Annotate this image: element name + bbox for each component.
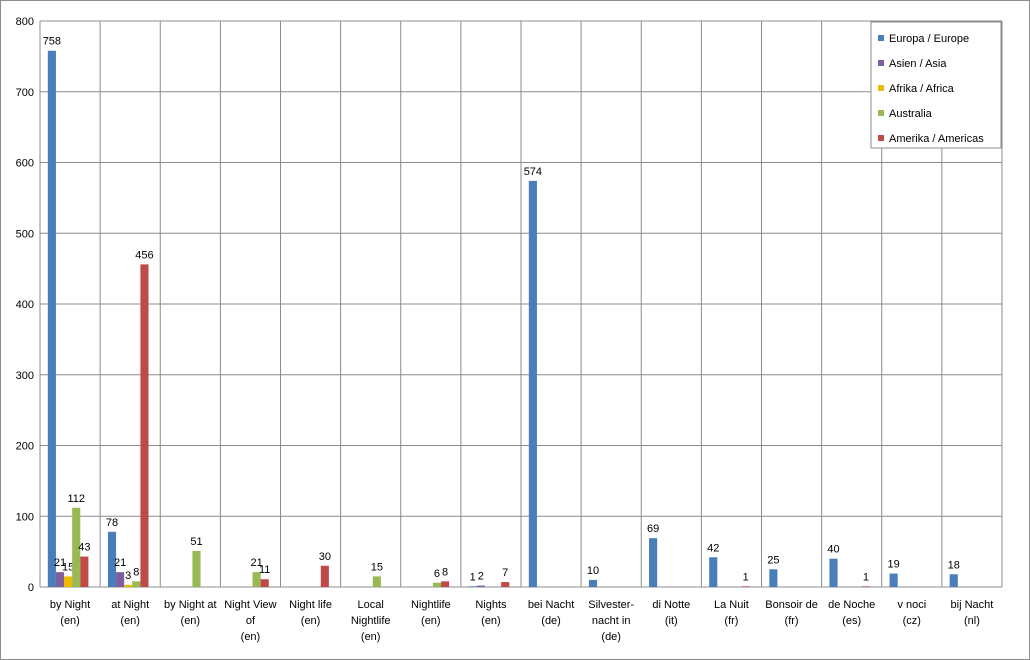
value-label: 21 — [54, 557, 66, 569]
bar — [741, 586, 750, 587]
x-tick-label: La Nuit (fr) — [714, 599, 749, 627]
y-tick-label: 600 — [16, 158, 34, 170]
bar — [80, 556, 89, 587]
y-tick-label: 300 — [16, 370, 34, 382]
value-label: 51 — [190, 536, 202, 548]
y-tick-label: 200 — [16, 441, 34, 453]
bar — [829, 558, 838, 587]
y-tick-label: 800 — [16, 16, 34, 28]
value-label: 6 — [434, 568, 440, 580]
legend-label: Asien / Asia — [889, 58, 947, 70]
x-tick-label: Bonsoir de (fr) — [765, 599, 818, 627]
bar — [107, 531, 117, 587]
value-label: 42 — [707, 542, 719, 554]
value-label: 30 — [319, 551, 331, 563]
bar — [132, 581, 141, 587]
value-label: 1 — [863, 571, 869, 583]
bar — [64, 576, 73, 587]
bar — [528, 180, 537, 587]
x-tick-label: at Night (en) — [111, 599, 149, 627]
value-label: 43 — [78, 542, 90, 554]
x-tick-label: de Noche (es) — [828, 599, 875, 627]
value-label: 25 — [767, 554, 779, 566]
value-label: 1 — [470, 571, 476, 583]
value-label: 574 — [524, 166, 542, 178]
bar — [709, 557, 718, 587]
x-tick-label: Night View of (en) — [224, 599, 276, 643]
value-label: 758 — [43, 36, 61, 48]
y-tick-label: 0 — [28, 582, 34, 594]
x-tick-label: by Night (en) — [50, 599, 90, 627]
x-tick-label: di Notte (it) — [652, 599, 690, 627]
value-label: 69 — [647, 523, 659, 535]
bar — [501, 582, 510, 587]
x-tick-label: bij Nacht (nl) — [951, 599, 994, 627]
bar — [372, 576, 381, 587]
bar — [889, 573, 898, 587]
value-label: 456 — [135, 249, 153, 261]
bar — [55, 572, 65, 587]
legend-label: Europa / Europe — [889, 33, 969, 45]
value-label: 18 — [948, 559, 960, 571]
bar — [588, 579, 598, 587]
value-label: 112 — [67, 493, 85, 505]
value-label: 2 — [478, 571, 484, 583]
bar — [432, 582, 442, 587]
bar — [320, 565, 329, 587]
value-label: 8 — [133, 566, 139, 578]
bar — [47, 50, 56, 587]
legend-label: Afrika / Africa — [889, 83, 955, 95]
x-tick-label: Nights (en) — [475, 599, 507, 627]
bar — [949, 574, 958, 587]
value-label: 19 — [887, 559, 899, 571]
bar — [649, 538, 658, 587]
value-label: 7 — [502, 567, 508, 579]
bar — [468, 586, 477, 587]
y-tick-label: 100 — [16, 511, 34, 523]
bar — [124, 584, 133, 587]
bar — [140, 264, 149, 587]
legend-swatch — [878, 110, 884, 116]
legend-swatch — [878, 85, 884, 91]
value-label: 15 — [62, 561, 74, 573]
value-label: 21 — [114, 557, 126, 569]
bar — [476, 585, 485, 587]
x-tick-label: Night life (en) — [289, 599, 332, 627]
bar — [260, 579, 269, 587]
legend-swatch — [878, 35, 884, 41]
x-tick-label: by Night at (en) — [164, 599, 217, 627]
value-label: 78 — [106, 517, 118, 529]
y-tick-label: 500 — [16, 228, 34, 240]
x-tick-label: Local Nightlife (en) — [351, 599, 391, 643]
bar — [116, 572, 125, 587]
bar — [72, 507, 81, 587]
y-tick-label: 400 — [16, 299, 34, 311]
y-tick-label: 700 — [16, 87, 34, 99]
x-tick-label: v noci (cz) — [897, 599, 926, 627]
bar — [192, 550, 201, 587]
value-label: 3 — [125, 570, 131, 582]
legend-swatch — [878, 60, 884, 66]
value-label: 10 — [587, 565, 599, 577]
bar — [861, 586, 871, 587]
x-tick-label: bei Nacht (de) — [528, 599, 574, 627]
x-tick-label: Nightlife (en) — [411, 599, 451, 627]
bar — [252, 572, 261, 587]
value-label: 11 — [259, 564, 270, 576]
legend-swatch — [878, 135, 884, 141]
x-tick-label: Silvester-nacht in (de) — [588, 599, 634, 643]
value-label: 21 — [250, 557, 262, 569]
bar — [769, 569, 778, 587]
value-label: 15 — [371, 561, 383, 573]
bar — [441, 581, 450, 587]
value-label: 1 — [743, 571, 749, 583]
value-label: 8 — [442, 566, 448, 578]
legend-box — [870, 21, 1002, 149]
value-label: 40 — [827, 544, 839, 556]
legend-label: Amerika / Americas — [889, 133, 984, 145]
legend-label: Australia — [889, 108, 933, 120]
